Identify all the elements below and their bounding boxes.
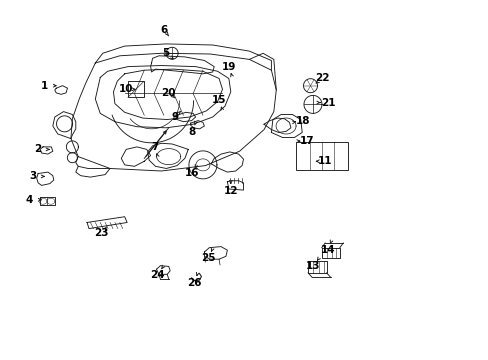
Text: 17: 17 bbox=[299, 136, 314, 146]
Text: 3: 3 bbox=[29, 171, 36, 181]
Text: 19: 19 bbox=[221, 62, 236, 72]
Text: 23: 23 bbox=[94, 228, 109, 238]
Bar bbox=[128, 81, 143, 97]
Text: 24: 24 bbox=[150, 270, 164, 280]
Text: 26: 26 bbox=[187, 278, 202, 288]
Text: 22: 22 bbox=[315, 73, 329, 84]
Bar bbox=[295, 141, 347, 170]
Text: 11: 11 bbox=[317, 156, 332, 166]
Text: 8: 8 bbox=[188, 127, 195, 138]
Text: 25: 25 bbox=[201, 253, 216, 264]
Text: 12: 12 bbox=[223, 186, 238, 196]
Text: 2: 2 bbox=[35, 144, 41, 154]
Text: 14: 14 bbox=[320, 245, 334, 255]
Text: 18: 18 bbox=[295, 116, 310, 126]
Text: 20: 20 bbox=[161, 88, 176, 98]
Text: 1: 1 bbox=[41, 81, 47, 91]
Text: 16: 16 bbox=[184, 168, 199, 178]
Text: 7: 7 bbox=[150, 142, 158, 152]
Text: 15: 15 bbox=[211, 95, 226, 105]
Text: 4: 4 bbox=[25, 195, 33, 205]
Text: 5: 5 bbox=[163, 48, 169, 58]
Text: 21: 21 bbox=[321, 98, 335, 108]
Text: 9: 9 bbox=[171, 112, 178, 122]
Text: 10: 10 bbox=[119, 84, 133, 94]
Text: 13: 13 bbox=[305, 261, 320, 271]
Text: 6: 6 bbox=[160, 24, 167, 35]
